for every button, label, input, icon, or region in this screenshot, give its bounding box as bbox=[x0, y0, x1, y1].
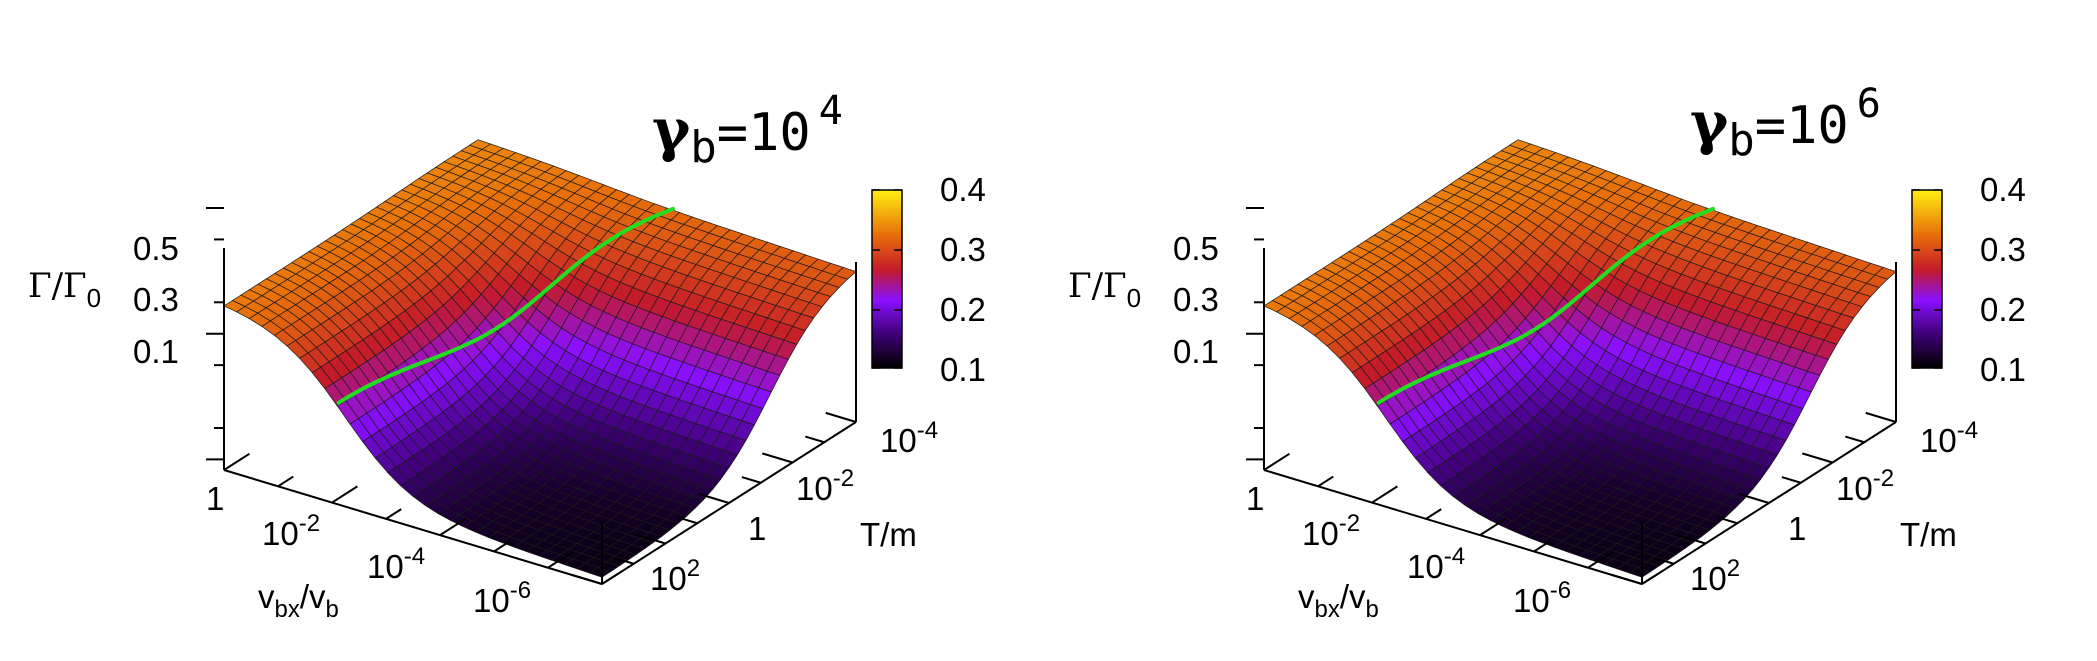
x-axis-label-right: vbx/vb bbox=[1298, 578, 1379, 623]
x-tick bbox=[493, 540, 510, 553]
y-tick bbox=[1865, 411, 1897, 423]
y-tick-label: 10-4 bbox=[880, 417, 938, 459]
colorbar-tick-label: 0.1 bbox=[940, 351, 986, 388]
x-axis-label-left: vbx/vb bbox=[258, 578, 339, 623]
x-tick-label: 1 bbox=[206, 480, 224, 517]
y-tick-label: 102 bbox=[650, 555, 700, 597]
y-tick bbox=[1674, 533, 1706, 545]
x-tick-label: 10-4 bbox=[1407, 543, 1465, 585]
green-curve-line bbox=[336, 206, 676, 406]
x-tick bbox=[223, 452, 250, 471]
y-tick bbox=[1654, 557, 1675, 565]
green-curve-line bbox=[1376, 206, 1716, 406]
y-tick-label: 102 bbox=[1690, 555, 1740, 597]
z-axis-label-left: Γ/Γ0 bbox=[28, 266, 101, 313]
y-axis-label-right: T/m bbox=[1900, 516, 1957, 553]
y-tick-label: 10-2 bbox=[796, 465, 854, 507]
y-tick bbox=[1845, 435, 1865, 444]
x-tick bbox=[1317, 475, 1334, 488]
z-tick-label: 0.5 bbox=[133, 230, 179, 267]
y-tick bbox=[1611, 573, 1643, 585]
surface-mesh-left bbox=[223, 139, 857, 578]
y-tick bbox=[634, 533, 666, 545]
colorbar-right bbox=[1911, 189, 1943, 369]
z-tick-label: 0.3 bbox=[1173, 281, 1219, 318]
x-tick bbox=[601, 573, 618, 585]
axes-right bbox=[1246, 207, 1897, 585]
colorbar-tick-label: 0.4 bbox=[940, 171, 986, 208]
colorbar-ticks-right bbox=[1912, 189, 1942, 369]
panel-left: γb=10 4 0.4 0.3 0.2 0.1 Γ/Γ0 0.5 0.3 0.1 … bbox=[28, 88, 986, 623]
x-tick-label: 10-2 bbox=[262, 510, 320, 552]
x-axis-line bbox=[223, 469, 603, 585]
x-tick bbox=[1641, 573, 1658, 585]
x-tick bbox=[331, 485, 358, 504]
y-tick-label: 1 bbox=[1788, 510, 1806, 547]
y-tick bbox=[571, 573, 603, 585]
y-tick bbox=[698, 492, 730, 504]
y-tick bbox=[761, 452, 793, 464]
y-tick bbox=[741, 476, 762, 484]
x-tick-label: 10-6 bbox=[473, 577, 531, 619]
y-tick bbox=[1781, 476, 1802, 484]
x-tick bbox=[439, 518, 466, 536]
colorbar-tick-label: 0.1 bbox=[1980, 351, 2026, 388]
y-tick bbox=[1738, 492, 1770, 504]
x-tick-label: 10-2 bbox=[1302, 510, 1360, 552]
x-axis-line bbox=[1263, 469, 1643, 585]
colorbar-tick-label: 0.4 bbox=[1980, 171, 2026, 208]
x-tick-label: 10-6 bbox=[1513, 577, 1571, 619]
y-tick-label: 1 bbox=[748, 510, 766, 547]
y-tick bbox=[1718, 516, 1738, 525]
z-tick-label: 0.1 bbox=[133, 333, 179, 370]
y-tick-label: 10-4 bbox=[1920, 417, 1978, 459]
colorbar-ticks-left bbox=[872, 189, 902, 369]
x-tick bbox=[385, 508, 402, 520]
colorbar-tick-label: 0.3 bbox=[1980, 231, 2026, 268]
z-tick-label: 0.5 bbox=[1173, 230, 1219, 267]
y-tick-label: 10-2 bbox=[1836, 465, 1894, 507]
x-tick-label: 10-4 bbox=[367, 543, 425, 585]
panel-right: γb=10 6 0.4 0.3 0.2 0.1 Γ/Γ0 0.5 0.3 0.1 … bbox=[1068, 81, 2026, 623]
surface-cell bbox=[588, 567, 612, 578]
x-tick bbox=[277, 475, 294, 488]
panel-title-right: γb=10 6 bbox=[1690, 81, 1881, 166]
colorbar-left bbox=[871, 189, 903, 369]
x-tick bbox=[1371, 485, 1398, 504]
x-tick bbox=[1425, 508, 1442, 520]
green-curve-left bbox=[336, 206, 676, 406]
y-tick bbox=[825, 411, 857, 423]
y-tick bbox=[614, 557, 635, 565]
colorbar-tick-label: 0.2 bbox=[940, 291, 986, 328]
x-tick bbox=[1533, 540, 1550, 553]
x-tick bbox=[547, 550, 574, 569]
z-tick-label: 0.3 bbox=[133, 281, 179, 318]
y-tick bbox=[678, 516, 698, 525]
surface-cell bbox=[1628, 567, 1652, 578]
colorbar-tick-label: 0.2 bbox=[1980, 291, 2026, 328]
green-curve-right bbox=[1376, 206, 1716, 406]
x-tick bbox=[1587, 550, 1614, 569]
z-tick-label: 0.1 bbox=[1173, 333, 1219, 370]
panel-title-left: γb=10 4 bbox=[652, 88, 843, 173]
y-axis-label-left: T/m bbox=[860, 516, 917, 553]
x-tick-label: 1 bbox=[1246, 480, 1264, 517]
z-axis-label-right: Γ/Γ0 bbox=[1068, 266, 1141, 313]
x-tick bbox=[1263, 452, 1290, 471]
colorbar-tick-label: 0.3 bbox=[940, 231, 986, 268]
y-tick bbox=[1801, 452, 1833, 464]
axes-left bbox=[206, 207, 857, 585]
surface-mesh-right bbox=[1263, 139, 1897, 578]
x-tick bbox=[1479, 518, 1506, 536]
y-tick bbox=[805, 435, 825, 444]
